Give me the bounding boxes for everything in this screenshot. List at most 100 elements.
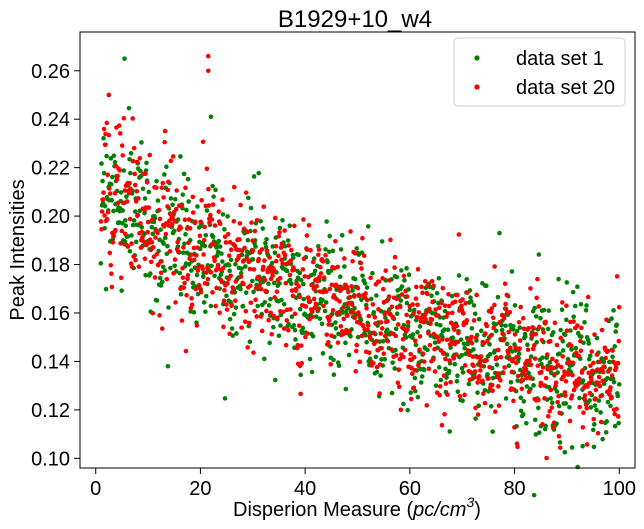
point-data-set-1 bbox=[346, 352, 352, 358]
point-data-set-20 bbox=[589, 377, 594, 383]
point-data-set-1 bbox=[399, 284, 405, 289]
point-data-set-20 bbox=[183, 348, 189, 354]
point-data-set-1 bbox=[512, 303, 518, 308]
point-data-set-1 bbox=[562, 332, 568, 338]
point-data-set-1 bbox=[326, 249, 332, 255]
point-data-set-20 bbox=[346, 289, 351, 295]
point-data-set-1 bbox=[613, 329, 619, 334]
point-data-set-20 bbox=[496, 384, 501, 389]
point-data-set-20 bbox=[416, 362, 421, 368]
point-data-set-20 bbox=[280, 261, 285, 266]
point-data-set-1 bbox=[516, 351, 522, 357]
point-data-set-20 bbox=[129, 264, 135, 269]
point-data-set-1 bbox=[476, 316, 482, 322]
point-data-set-20 bbox=[578, 338, 583, 344]
point-data-set-20 bbox=[163, 231, 169, 237]
point-data-set-1 bbox=[540, 355, 545, 360]
x-tick-label: 20 bbox=[189, 478, 211, 500]
point-data-set-20 bbox=[513, 360, 519, 366]
point-data-set-20 bbox=[579, 325, 584, 331]
point-data-set-20 bbox=[352, 251, 358, 256]
point-data-set-20 bbox=[547, 408, 552, 414]
point-data-set-20 bbox=[532, 356, 538, 361]
point-data-set-20 bbox=[306, 274, 311, 280]
point-data-set-1 bbox=[214, 245, 219, 250]
point-data-set-20 bbox=[449, 310, 455, 316]
point-data-set-20 bbox=[531, 326, 537, 331]
point-data-set-1 bbox=[436, 276, 442, 281]
point-data-set-20 bbox=[109, 271, 114, 277]
point-data-set-20 bbox=[149, 239, 155, 245]
point-data-set-1 bbox=[220, 212, 226, 217]
point-data-set-20 bbox=[250, 248, 256, 253]
point-data-set-20 bbox=[527, 376, 533, 381]
point-data-set-1 bbox=[478, 328, 484, 334]
point-data-set-1 bbox=[213, 187, 218, 193]
point-data-set-1 bbox=[159, 279, 165, 285]
point-data-set-1 bbox=[268, 296, 273, 302]
point-data-set-20 bbox=[383, 333, 388, 339]
point-data-set-20 bbox=[372, 314, 378, 320]
point-data-set-20 bbox=[296, 284, 301, 289]
point-data-set-20 bbox=[236, 253, 242, 259]
point-data-set-20 bbox=[471, 318, 477, 323]
point-data-set-20 bbox=[150, 217, 155, 223]
point-data-set-20 bbox=[271, 268, 277, 273]
x-tick-label: 0 bbox=[90, 478, 101, 500]
point-data-set-1 bbox=[278, 312, 284, 318]
point-data-set-20 bbox=[147, 152, 153, 158]
point-data-set-20 bbox=[290, 293, 296, 299]
point-data-set-20 bbox=[441, 373, 447, 378]
x-axis: 0 20 40 60 80 100 bbox=[90, 468, 636, 500]
point-data-set-20 bbox=[398, 407, 404, 413]
point-data-set-20 bbox=[396, 384, 402, 390]
point-data-set-20 bbox=[107, 250, 113, 256]
point-data-set-20 bbox=[608, 385, 613, 390]
y-tick-label: 0.24 bbox=[31, 109, 70, 131]
point-data-set-20 bbox=[354, 342, 360, 348]
point-data-set-1 bbox=[460, 370, 466, 375]
point-data-set-20 bbox=[557, 410, 562, 416]
point-data-set-1 bbox=[162, 268, 168, 273]
point-data-set-20 bbox=[500, 370, 506, 376]
point-data-set-1 bbox=[455, 389, 461, 394]
point-data-set-1 bbox=[126, 105, 132, 111]
point-data-set-20 bbox=[174, 188, 179, 193]
point-data-set-20 bbox=[139, 229, 145, 235]
point-data-set-1 bbox=[130, 222, 136, 228]
point-data-set-20 bbox=[350, 309, 356, 315]
point-data-set-20 bbox=[287, 272, 293, 278]
point-data-set-20 bbox=[122, 188, 128, 193]
point-data-set-1 bbox=[212, 273, 217, 279]
point-data-set-1 bbox=[239, 266, 244, 271]
point-data-set-20 bbox=[228, 247, 234, 253]
point-data-set-20 bbox=[492, 409, 498, 414]
point-data-set-20 bbox=[241, 281, 246, 287]
point-data-set-20 bbox=[606, 368, 612, 373]
point-data-set-20 bbox=[170, 215, 175, 220]
point-data-set-20 bbox=[318, 264, 323, 270]
point-data-set-20 bbox=[595, 430, 601, 436]
point-data-set-1 bbox=[373, 354, 379, 360]
point-data-set-20 bbox=[494, 355, 499, 360]
point-data-set-1 bbox=[528, 354, 534, 359]
point-data-set-1 bbox=[122, 239, 128, 244]
point-data-set-20 bbox=[129, 241, 134, 246]
point-data-set-1 bbox=[138, 168, 143, 174]
point-data-set-20 bbox=[475, 380, 480, 385]
point-data-set-20 bbox=[300, 267, 306, 272]
point-data-set-20 bbox=[600, 369, 606, 375]
point-data-set-20 bbox=[138, 221, 143, 226]
point-data-set-20 bbox=[278, 245, 284, 250]
point-data-set-1 bbox=[569, 347, 574, 352]
point-data-set-20 bbox=[398, 304, 403, 310]
point-data-set-1 bbox=[398, 298, 404, 303]
point-data-set-20 bbox=[138, 245, 144, 250]
point-data-set-1 bbox=[579, 334, 584, 339]
point-data-set-20 bbox=[101, 190, 106, 195]
point-data-set-20 bbox=[151, 254, 157, 260]
point-data-set-20 bbox=[217, 221, 223, 227]
point-data-set-1 bbox=[110, 174, 115, 180]
point-data-set-20 bbox=[452, 327, 457, 332]
point-data-set-20 bbox=[483, 331, 488, 336]
